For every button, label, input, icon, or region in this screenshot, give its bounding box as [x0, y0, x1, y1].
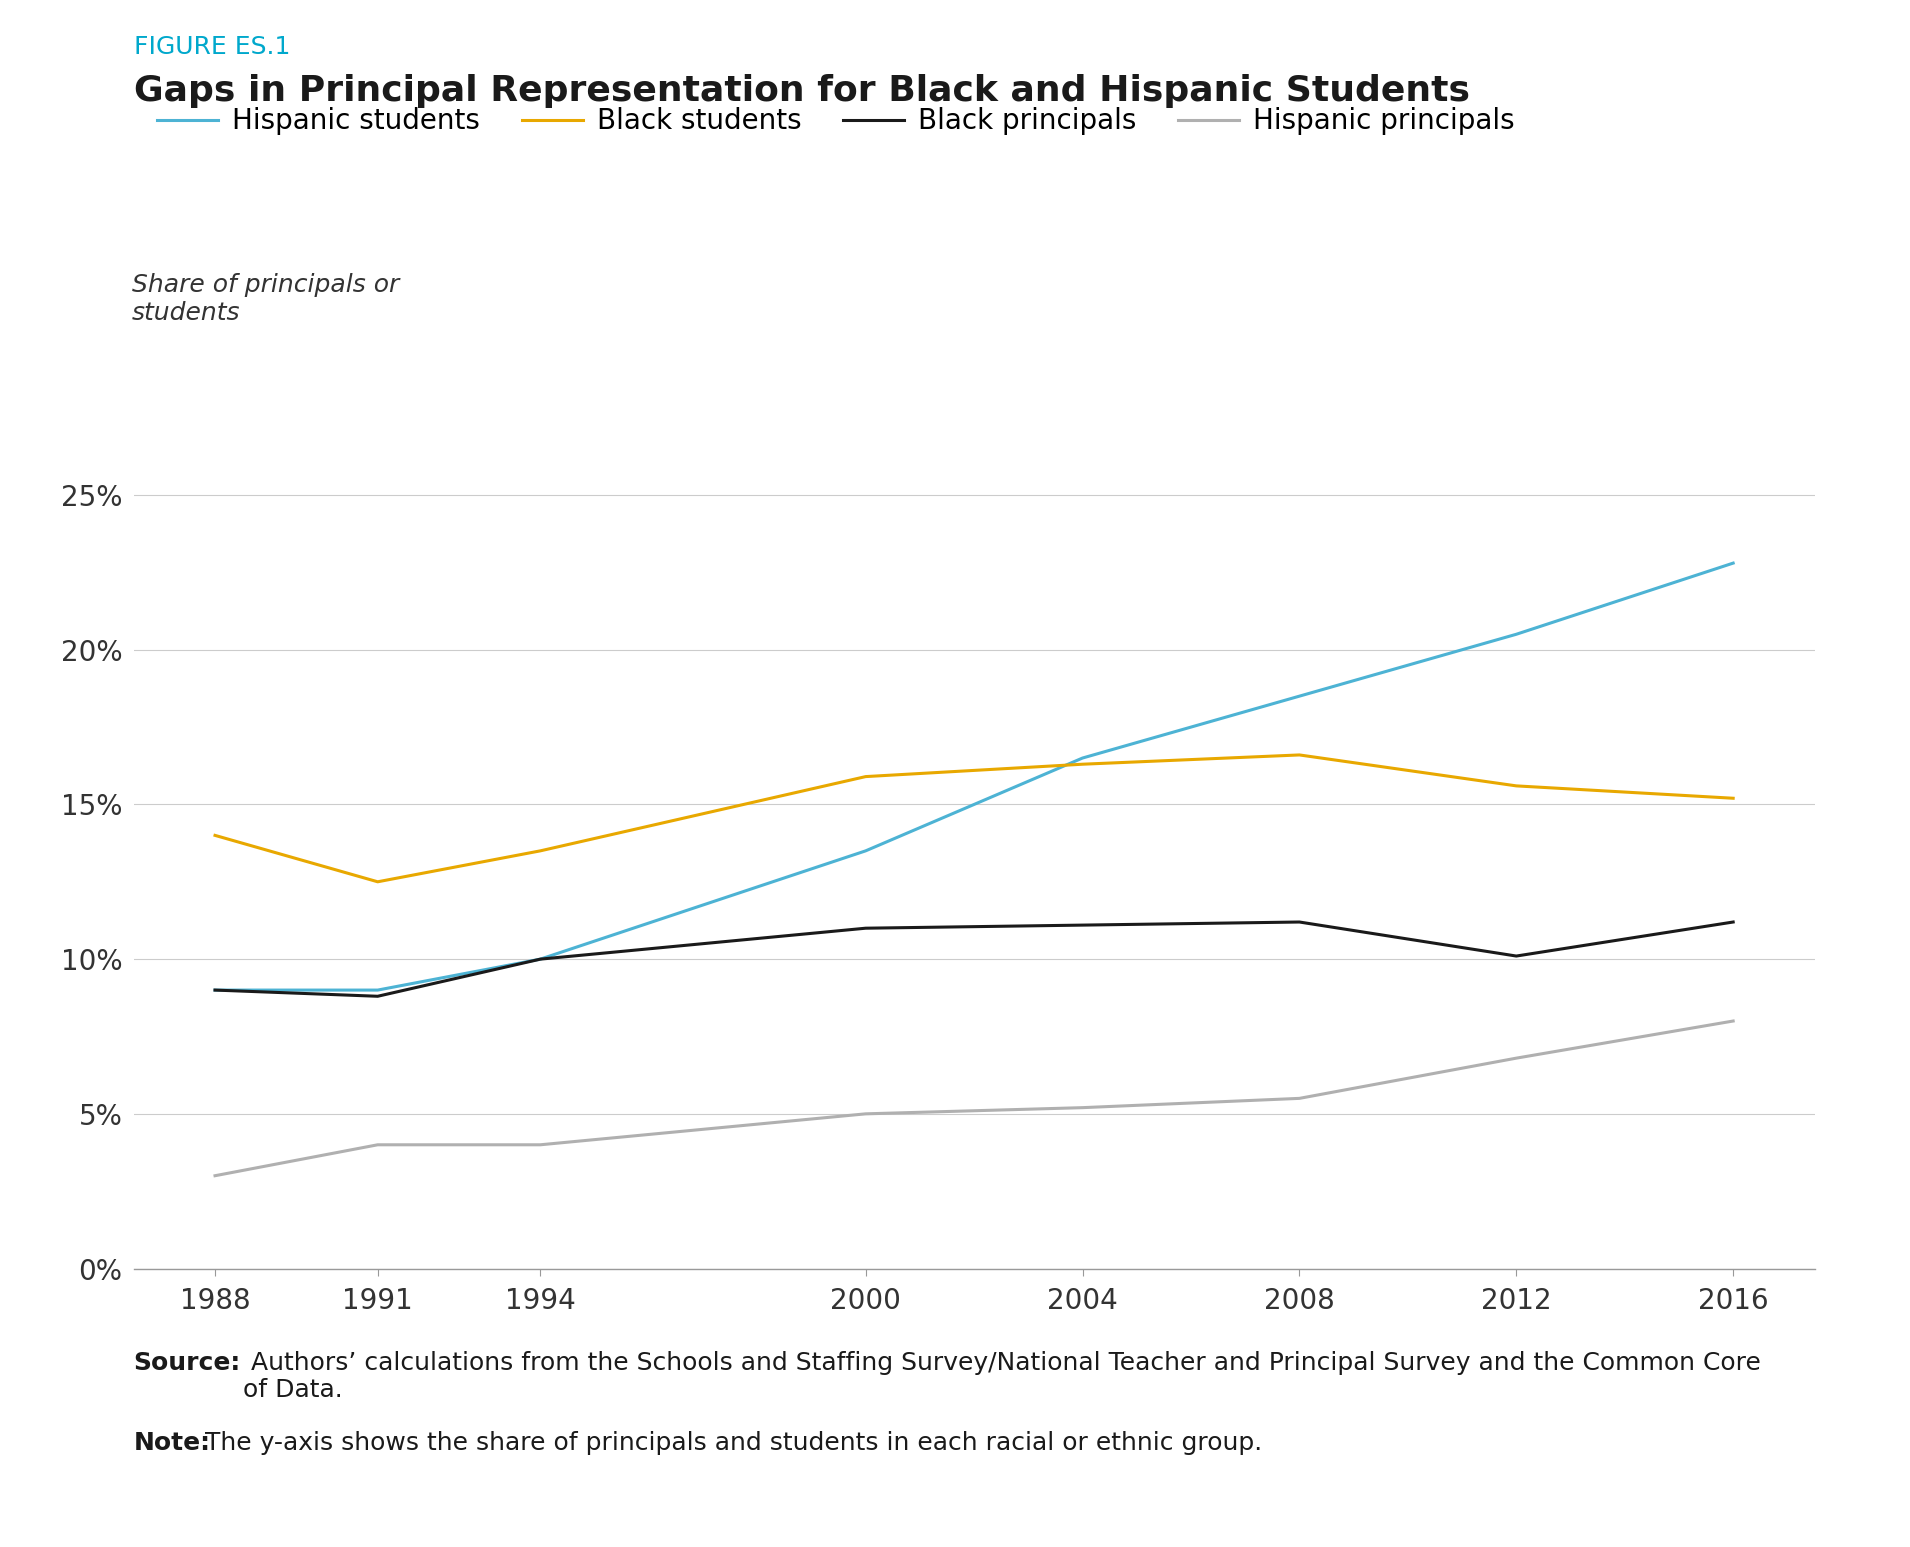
- Legend: Hispanic students, Black students, Black principals, Hispanic principals: Hispanic students, Black students, Black…: [145, 96, 1526, 147]
- Text: FIGURE ES.1: FIGURE ES.1: [134, 36, 290, 59]
- Text: Gaps in Principal Representation for Black and Hispanic Students: Gaps in Principal Representation for Bla…: [134, 74, 1469, 108]
- Text: The y-axis shows the share of principals and students in each racial or ethnic g: The y-axis shows the share of principals…: [197, 1431, 1263, 1456]
- Text: Source:: Source:: [134, 1351, 241, 1375]
- Text: Note:: Note:: [134, 1431, 210, 1456]
- Text: Share of principals or
students: Share of principals or students: [132, 272, 399, 325]
- Text: Authors’ calculations from the Schools and Staffing Survey/National Teacher and : Authors’ calculations from the Schools a…: [243, 1351, 1761, 1402]
